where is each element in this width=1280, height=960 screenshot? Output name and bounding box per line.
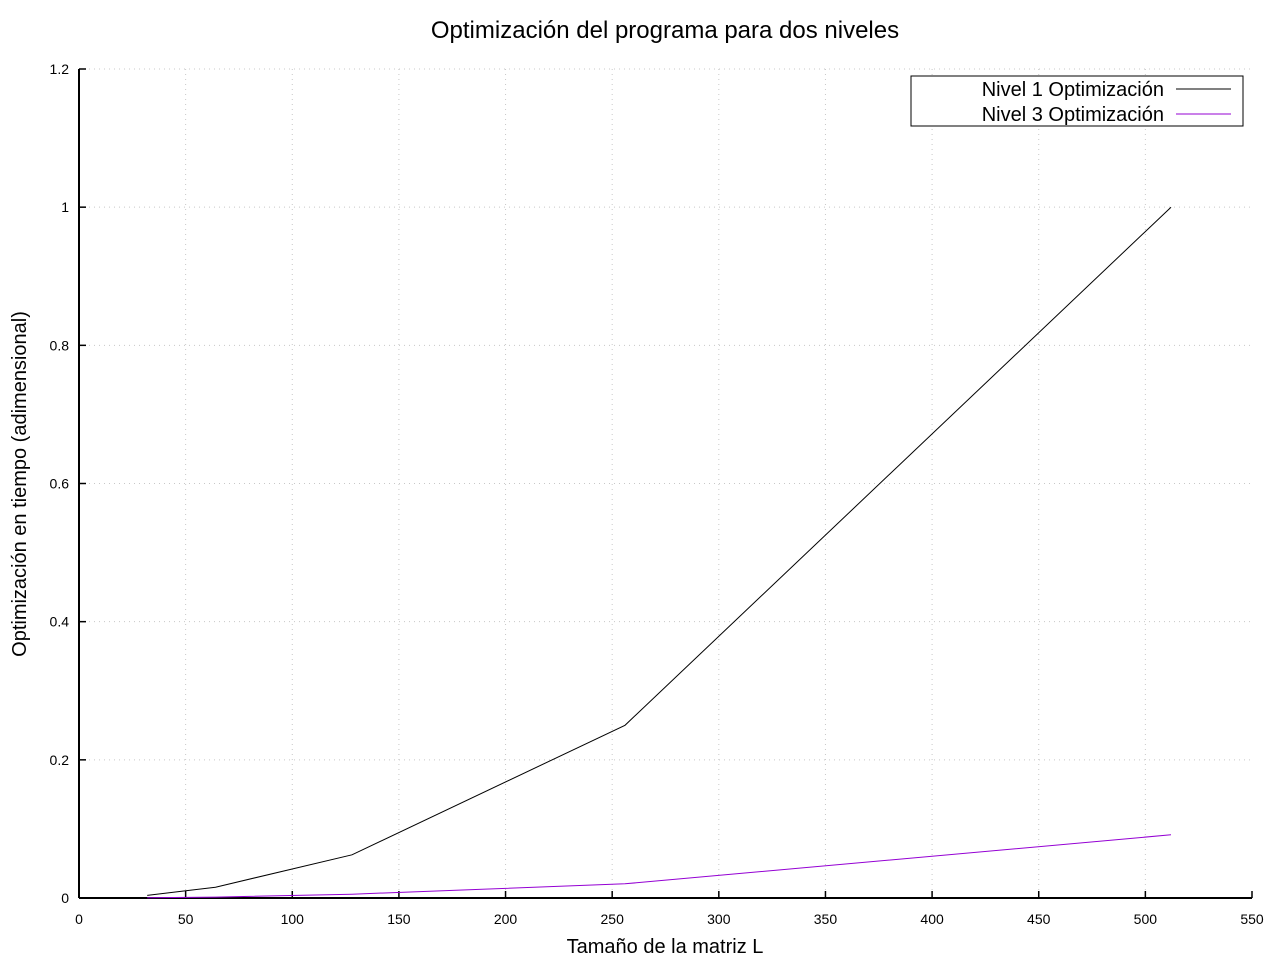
x-tick-label: 350 [814, 911, 838, 927]
x-tick-label: 300 [707, 911, 731, 927]
y-tick-label: 0.4 [50, 614, 70, 630]
x-axis-label: Tamaño de la matriz L [567, 936, 764, 958]
y-tick-label: 0.8 [50, 337, 70, 353]
grid [79, 68, 1252, 898]
y-axis-label: Optimización en tiempo (adimensional) [9, 311, 31, 657]
x-tick-label: 100 [281, 911, 305, 927]
y-tick-label: 0.6 [50, 476, 70, 492]
y-axis-ticks: 0 0.2 0.4 0.6 0.8 1 1.2 [50, 61, 86, 906]
y-tick-label: 1.2 [50, 61, 70, 77]
x-axis-ticks: 0 50 100 150 200 250 300 350 400 450 500 550 [75, 891, 1264, 927]
x-tick-label: 500 [1134, 911, 1158, 927]
x-tick-label: 450 [1027, 911, 1051, 927]
series-line-1 [147, 206, 1172, 896]
x-tick-label: 150 [387, 911, 411, 927]
series-group [147, 206, 1172, 899]
x-tick-label: 550 [1240, 911, 1264, 927]
legend-label-2: Nivel 3 Optimización [982, 104, 1164, 126]
x-tick-label: 200 [494, 911, 518, 927]
y-tick-label: 0 [61, 890, 69, 906]
x-tick-label: 50 [178, 911, 194, 927]
chart-title: Optimización del programa para dos nivel… [431, 17, 899, 44]
legend-label-1: Nivel 1 Optimización [982, 79, 1164, 101]
series-line-2 [147, 834, 1172, 899]
y-tick-label: 1 [61, 199, 69, 215]
x-tick-label: 250 [601, 911, 625, 927]
x-tick-label: 400 [920, 911, 944, 927]
legend-box [910, 75, 1244, 127]
legend: Nivel 1 Optimización Nivel 3 Optimización [910, 75, 1244, 127]
x-tick-label: 0 [75, 911, 83, 927]
y-tick-label: 0.2 [50, 752, 70, 768]
